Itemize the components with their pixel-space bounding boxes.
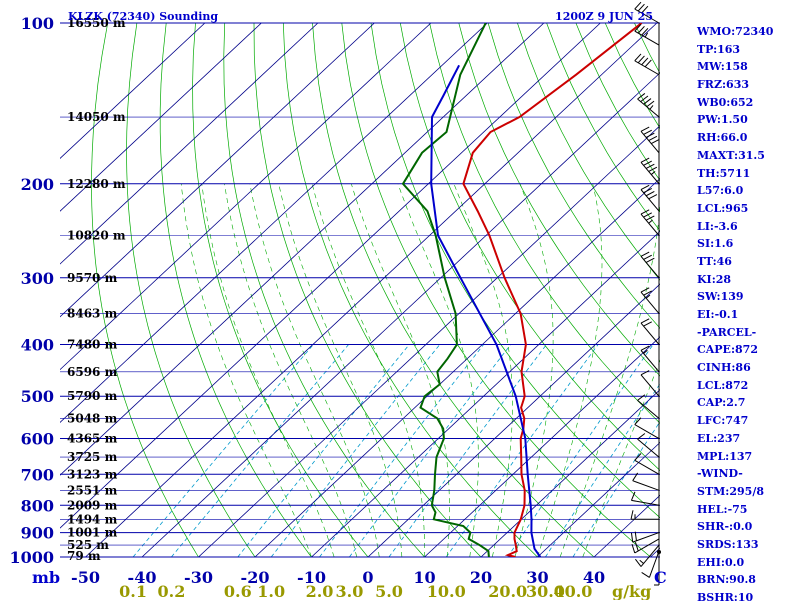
index-row: BRN:90.8	[697, 571, 797, 589]
height-label: 6596 m	[67, 365, 118, 379]
height-label: 8463 m	[67, 307, 118, 321]
temperature-tick-label: -50	[71, 568, 100, 587]
mixing-ratio-tick-label: 0.2	[158, 582, 186, 600]
index-row: -PARCEL-	[697, 324, 797, 342]
index-row: SHR-:0.0	[697, 518, 797, 536]
temperature-unit-label: C	[654, 568, 667, 587]
pressure-tick-label: 300	[21, 269, 54, 288]
index-row: LCL:872	[697, 377, 797, 395]
mixing-ratio-tick-label: 20.0	[488, 582, 527, 600]
temperature-tick-label: -30	[184, 568, 213, 587]
sounding-time: 1200Z 9 JUN 25	[555, 10, 653, 23]
index-row: STM:295/8	[697, 483, 797, 501]
height-label: 10820 m	[67, 228, 126, 242]
mixing-ratio-tick-label: 0.6	[224, 582, 252, 600]
index-row: CINH:86	[697, 359, 797, 377]
pressure-tick-label: 500	[21, 387, 54, 406]
index-row: MW:158	[697, 58, 797, 76]
index-row: L57:6.0	[697, 182, 797, 200]
mixing-ratio-tick-label: 0.1	[119, 582, 147, 600]
index-row: EL:237	[697, 430, 797, 448]
wind-barb-half-flag	[640, 560, 644, 563]
temperature-tick-label: 0	[362, 568, 373, 587]
index-row: CAPE:872	[697, 341, 797, 359]
index-row: SW:139	[697, 288, 797, 306]
index-row: LFC:747	[697, 412, 797, 430]
height-label: 3725 m	[67, 450, 118, 464]
index-row: CAP:2.7	[697, 394, 797, 412]
pressure-unit-label: mb	[32, 568, 60, 587]
index-row: SI:1.6	[697, 235, 797, 253]
pressure-tick-label: 800	[21, 496, 54, 515]
index-row: RH:66.0	[697, 129, 797, 147]
pressure-tick-label: 900	[21, 524, 54, 543]
height-label: 2551 m	[67, 483, 118, 497]
mixing-ratio-tick-label: 10.0	[427, 582, 466, 600]
index-row: HEL:-75	[697, 501, 797, 519]
index-row: MAXT:31.5	[697, 147, 797, 165]
index-row: KI:28	[697, 271, 797, 289]
height-label: 9570 m	[67, 271, 118, 285]
height-label: 5048 m	[67, 411, 118, 425]
height-label: 14050 m	[67, 110, 126, 124]
index-row: EI:-0.1	[697, 306, 797, 324]
mixing-ratio-tick-label: 2.0	[306, 582, 334, 600]
height-label: 4365 m	[67, 432, 118, 446]
pressure-tick-label: 100	[21, 14, 54, 33]
mixing-ratio-tick-label: 40.0	[553, 582, 592, 600]
index-row: TT:46	[697, 253, 797, 271]
mixing-ratio-tick-label: 1.0	[257, 582, 285, 600]
index-row: WB0:652	[697, 94, 797, 112]
index-row: MPL:137	[697, 448, 797, 466]
height-label: 7480 m	[67, 338, 118, 352]
height-label: 12280 m	[67, 177, 126, 191]
index-row: TH:5711	[697, 165, 797, 183]
height-label: 3123 m	[67, 467, 118, 481]
index-row: PW:1.50	[697, 111, 797, 129]
wind-barb-flag	[642, 572, 650, 577]
pressure-tick-label: 1000	[9, 548, 54, 567]
index-row: SRDS:133	[697, 536, 797, 554]
wind-barb-flag	[635, 2, 641, 9]
index-row: -WIND-	[697, 465, 797, 483]
mixing-ratio-tick-label: 5.0	[375, 582, 403, 600]
index-row: WMO:72340	[697, 23, 797, 41]
pressure-tick-label: 400	[21, 336, 54, 355]
pressure-tick-label: 600	[21, 430, 54, 449]
index-row: EHI:0.0	[697, 554, 797, 572]
index-row: BSHR:10	[697, 589, 797, 607]
mixing-ratio-unit-label: g/kg	[612, 582, 651, 600]
pressure-tick-label: 200	[21, 175, 54, 194]
index-row: TP:163	[697, 41, 797, 59]
index-row: LI:-3.6	[697, 218, 797, 236]
index-row: LCL:965	[697, 200, 797, 218]
height-label: 1494 m	[67, 512, 118, 526]
height-label: 79 m	[67, 549, 101, 563]
height-label: 5790 m	[67, 389, 118, 403]
mixing-ratio-tick-label: 3.0	[336, 582, 364, 600]
wind-axis-dot	[657, 550, 661, 554]
sounding-station-title: KLZK (72340) Sounding	[68, 10, 218, 23]
pressure-tick-label: 700	[21, 465, 54, 484]
index-row: FRZ:633	[697, 76, 797, 94]
height-label: 2009 m	[67, 498, 118, 512]
